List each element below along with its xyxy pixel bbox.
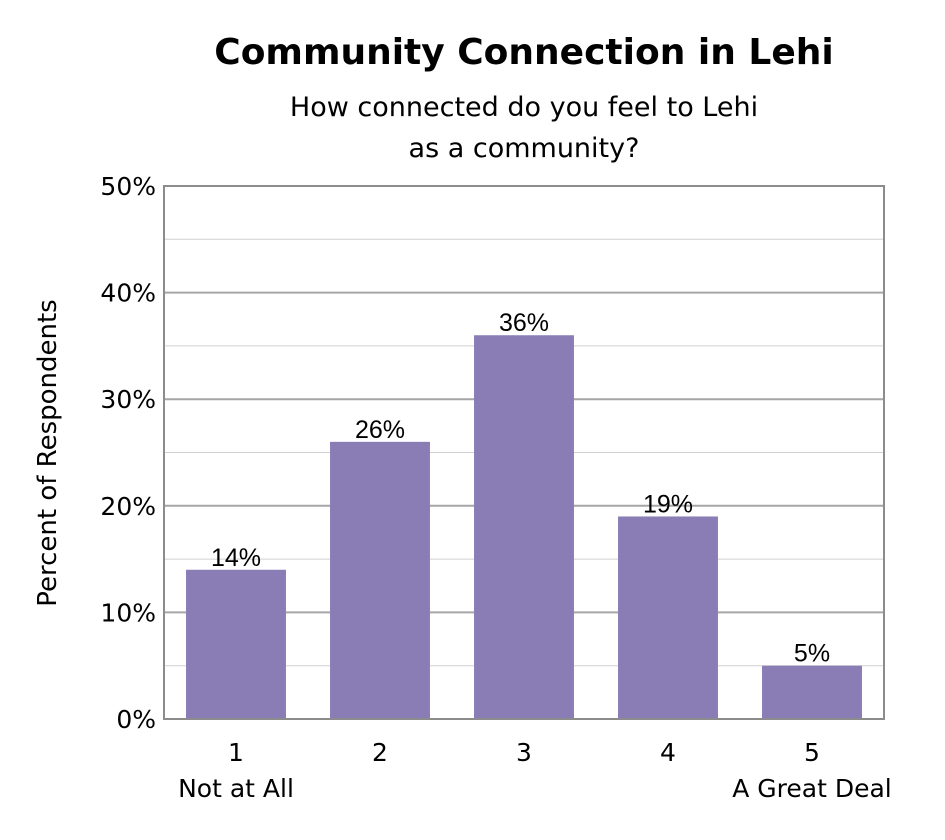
data-label: 5% [794,640,830,668]
x-tick-label: 4 [660,738,676,767]
y-tick-label: 0% [116,705,156,734]
data-label: 19% [643,490,693,518]
chart-subtitle-line-1: How connected do you feel to Lehi [290,92,758,123]
x-tick-label: 5 [804,738,820,767]
x-tick-label: 2 [372,738,388,767]
x-tick-label: 1 [228,738,244,767]
x-tick-label: 3 [516,738,532,767]
data-label: 36% [499,309,549,337]
chart-subtitle-line-2: as a community? [409,133,640,164]
y-tick-label: 20% [100,492,156,521]
y-axis-label: Percent of Respondents [33,299,63,606]
data-label: 14% [211,544,261,572]
plot-area-frame [163,185,885,720]
data-label: 26% [355,416,405,444]
y-tick-label: 10% [100,598,156,627]
bars [186,335,862,719]
y-tick-label: 30% [100,385,156,414]
y-tick-label: 40% [100,279,156,308]
y-tick-label: 50% [100,172,156,201]
x-axis-categories: 1 Not at All 2 3 4 5 A Great Deal [178,738,892,803]
bar [762,665,862,719]
y-axis-ticks: 0% 10% 20% 30% 40% 50% [100,172,156,734]
x-tick-sublabel: A Great Deal [732,774,892,803]
x-tick-sublabel: Not at All [178,774,294,803]
chart-title: Community Connection in Lehi [214,32,833,73]
bar [474,335,574,719]
data-labels: 14% 26% 36% 19% 5% [211,309,830,667]
bar [330,441,430,719]
bar [618,516,718,719]
bar [186,569,286,719]
